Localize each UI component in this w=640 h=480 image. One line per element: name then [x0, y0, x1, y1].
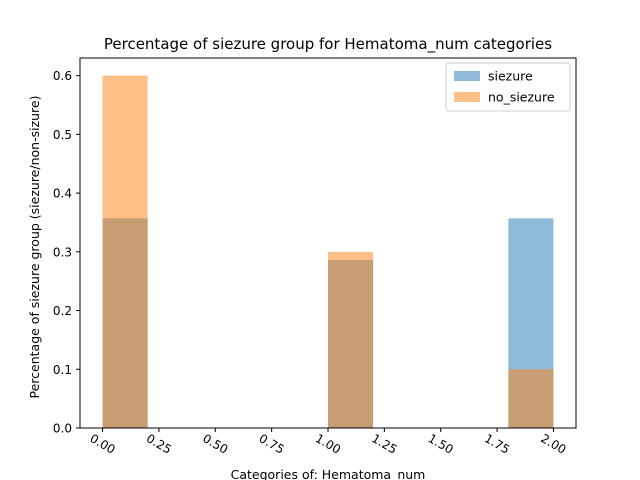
- y-tick-label: 0.0: [53, 422, 72, 436]
- x-tick-label: 0.75: [257, 431, 287, 456]
- x-tick-label: 1.00: [313, 431, 343, 456]
- x-tick-label: 0.25: [144, 431, 174, 456]
- legend-swatch: [454, 71, 480, 81]
- bar-no_siezure-1: [328, 251, 374, 428]
- y-tick-label: 0.4: [53, 187, 72, 201]
- x-axis-label: Categories of: Hematoma_num: [231, 467, 426, 480]
- x-tick-label: 1.50: [426, 431, 456, 456]
- y-axis-label: Percentage of siezure group (siezure/non…: [27, 96, 42, 399]
- y-tick-label: 0.1: [53, 363, 72, 377]
- y-tick-label: 0.3: [53, 245, 72, 259]
- plot-frame: [79, 57, 577, 429]
- x-tick-label: 1.25: [369, 431, 399, 456]
- x-tick-label: 2.00: [538, 431, 568, 456]
- bars-layer: [102, 75, 554, 428]
- x-tick-label: 0.50: [200, 431, 230, 456]
- y-axis-ticks: 0.0 0.1 0.2 0.3 0.4 0.5 0.6: [53, 69, 80, 436]
- y-tick-label: 0.6: [53, 69, 72, 83]
- bar-no_siezure-0: [102, 75, 148, 428]
- x-axis-ticks: 0.00 0.25 0.50 0.75 1.00 1.25 1.50 1.75 2.00: [87, 428, 569, 457]
- y-tick-label: 0.5: [53, 128, 72, 142]
- bar-no_siezure-2: [508, 369, 554, 428]
- legend-swatch: [454, 92, 480, 102]
- legend-label: siezure: [488, 69, 533, 84]
- x-tick-label: 1.75: [482, 431, 512, 456]
- legend-label: no_siezure: [488, 90, 555, 105]
- y-tick-label: 0.2: [53, 304, 72, 318]
- x-tick-label: 0.00: [87, 431, 117, 456]
- chart-title: Percentage of siezure group for Hematoma…: [104, 35, 552, 54]
- legend: siezure no_siezure: [445, 62, 571, 112]
